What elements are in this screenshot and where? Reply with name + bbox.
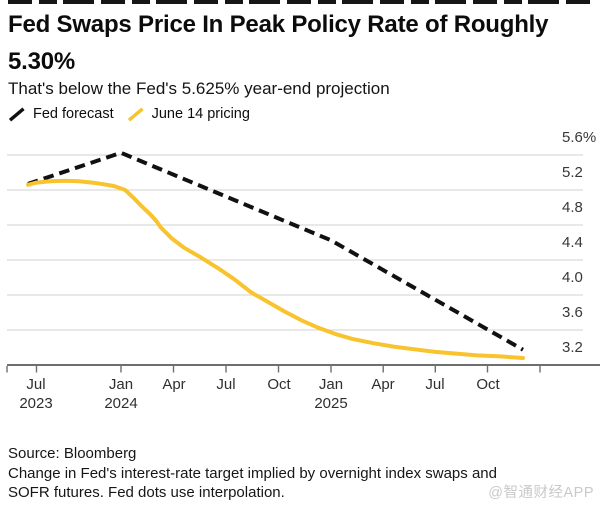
black-slash-icon [8,107,25,121]
x-axis-label: Apr [162,376,186,393]
y-axis-label: 5.6% [562,129,597,146]
x-axis-label: Apr [371,376,395,393]
x-axis-year-label: 2023 [19,395,53,412]
x-axis-label: Jul [26,376,46,393]
legend-label-fed-forecast: Fed forecast [33,106,114,122]
cropped-text-strip [8,0,597,4]
x-axis-label: Jan [318,376,344,393]
x-axis-year-label: 2024 [104,395,138,412]
chart-title-line-1: Fed Swaps Price In Peak Policy Rate of R… [8,11,549,38]
chart-title-line-2: 5.30% [8,48,76,75]
yellow-slash-icon [127,107,144,121]
footer: Source: Bloomberg Change in Fed's intere… [8,444,497,503]
legend-item-fed-forecast: Fed forecast [8,106,114,122]
series-june-14-pricing [26,178,525,360]
series-fed-forecast [27,150,524,352]
x-axis-label: Jul [425,376,445,393]
y-axis-label: 3.2 [562,339,583,356]
x-axis-label: Oct [267,376,291,393]
x-axis-year-label: 2025 [314,395,348,412]
x-axis-label: Oct [476,376,500,393]
legend-label-june-pricing: June 14 pricing [151,106,250,122]
y-axis-label: 3.6 [562,304,583,321]
chart-subtitle: That's below the Fed's 5.625% year-end p… [8,79,390,98]
y-axis-label: 5.2 [562,164,583,181]
legend-item-june-pricing: June 14 pricing [127,106,250,122]
source-line: Source: Bloomberg [8,445,137,462]
x-axis-label: Jul [216,376,236,393]
legend: Fed forecast June 14 pricing [8,103,250,125]
y-axis-label: 4.8 [562,199,583,216]
x-axis-label: Jan [108,376,134,393]
y-axis-label: 4.4 [562,234,583,251]
footnote-line-1: Change in Fed's interest-rate target imp… [8,464,497,482]
y-axis-label: 4.0 [562,269,583,286]
watermark: @智通财经APP [488,485,594,501]
chart-title: Fed Swaps Price In Peak Policy Rate of R… [8,6,600,80]
footnote-line-2: SOFR futures. Fed dots use interpolation… [8,484,285,501]
